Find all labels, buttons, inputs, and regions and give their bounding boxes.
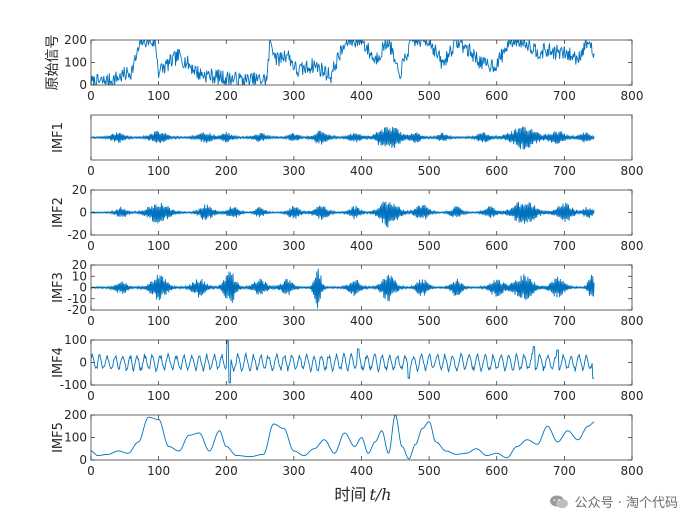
y-tick-label: 0 <box>79 206 87 220</box>
y-tick-label: -10 <box>67 292 87 306</box>
x-tick-label: 700 <box>553 89 576 103</box>
x-tick-label: 800 <box>621 464 644 478</box>
x-tick-label: 300 <box>282 89 305 103</box>
x-axis-label-text: 时间 <box>334 485 366 504</box>
y-axis-label-5: IMF4 <box>51 347 66 378</box>
y-axis-label-1: 原始信号 <box>45 35 61 91</box>
x-tick-label: 500 <box>418 389 441 403</box>
x-tick-label: 500 <box>418 314 441 328</box>
x-tick-label: 100 <box>147 239 170 253</box>
x-tick-label: 600 <box>485 389 508 403</box>
x-tick-label: 500 <box>418 464 441 478</box>
y-tick-label: 200 <box>64 33 87 47</box>
x-tick-label: 700 <box>553 389 576 403</box>
y-axis-label-6: IMF5 <box>51 422 66 453</box>
y-tick-label: -100 <box>60 378 87 392</box>
x-tick-label: 800 <box>621 89 644 103</box>
y-tick-label: 0 <box>79 356 87 370</box>
axes-box-5 <box>90 339 633 386</box>
x-axis-label: 时间 t/h <box>334 485 391 504</box>
x-tick-label: 300 <box>282 464 305 478</box>
y-axis-label-4: IMF3 <box>51 272 66 303</box>
x-tick-label: 100 <box>147 314 170 328</box>
x-tick-label: 400 <box>350 389 373 403</box>
series-line-6 <box>91 415 595 460</box>
x-tick-label: 400 <box>350 464 373 478</box>
x-tick-label: 500 <box>418 89 441 103</box>
x-tick-label: 700 <box>553 239 576 253</box>
x-tick-label: 700 <box>553 314 576 328</box>
y-tick-label: 0 <box>79 453 87 467</box>
x-tick-label: 300 <box>282 239 305 253</box>
series-line-5 <box>91 340 595 384</box>
x-tick-label: 600 <box>485 464 508 478</box>
y-tick-label: -20 <box>67 303 87 317</box>
x-tick-label: 200 <box>215 239 238 253</box>
y-tick-label: 20 <box>72 183 87 197</box>
x-tick-label: 100 <box>147 464 170 478</box>
x-tick-label: 0 <box>87 239 95 253</box>
x-tick-label: 600 <box>485 164 508 178</box>
y-tick-label: 100 <box>64 431 87 445</box>
subplot-2: 0 100 200 300 400 500 600 700 800 IMF1 <box>51 114 644 178</box>
y-axis-label-3: IMF2 <box>51 197 66 228</box>
watermark: 公众号 · 淘个代码 <box>549 492 678 511</box>
x-tick-label: 200 <box>215 164 238 178</box>
x-tick-label: 300 <box>282 164 305 178</box>
x-tick-label: 800 <box>621 164 644 178</box>
y-tick-label: 0 <box>79 78 87 92</box>
x-tick-label: 200 <box>215 314 238 328</box>
x-tick-label: 500 <box>418 239 441 253</box>
x-axis-label-variable: t/h <box>369 485 391 504</box>
y-tick-label: 100 <box>64 333 87 347</box>
x-tick-label: 400 <box>350 314 373 328</box>
x-tick-label: 200 <box>215 89 238 103</box>
y-axis-label-2: IMF1 <box>51 122 66 153</box>
x-tick-label: 400 <box>350 164 373 178</box>
series-line-2 <box>91 126 595 150</box>
x-tick-label: 0 <box>87 314 95 328</box>
x-tick-label: 800 <box>621 314 644 328</box>
series-line-1 <box>91 40 595 85</box>
x-tick-label: 400 <box>350 239 373 253</box>
y-tick-label: 10 <box>72 269 87 283</box>
series-line-4 <box>91 268 595 309</box>
x-tick-label: 300 <box>282 314 305 328</box>
x-tick-label: 100 <box>147 89 170 103</box>
wechat-icon <box>549 495 568 508</box>
x-tick-label: 500 <box>418 164 441 178</box>
x-tick-label: 600 <box>485 89 508 103</box>
y-tick-label: 0 <box>79 281 87 295</box>
y-tick-label: -20 <box>67 228 87 242</box>
x-tick-label: 600 <box>485 239 508 253</box>
y-tick-label: 200 <box>64 408 87 422</box>
x-tick-label: 800 <box>621 239 644 253</box>
x-tick-label: 200 <box>215 464 238 478</box>
x-tick-label: 800 <box>621 389 644 403</box>
x-tick-label: 700 <box>553 164 576 178</box>
x-tick-label: 0 <box>87 164 95 178</box>
x-tick-label: 100 <box>147 389 170 403</box>
x-tick-label: 400 <box>350 89 373 103</box>
y-tick-label: 20 <box>72 258 87 272</box>
x-tick-label: 100 <box>147 164 170 178</box>
x-tick-label: 0 <box>87 464 95 478</box>
x-tick-label: 300 <box>282 389 305 403</box>
x-tick-label: 0 <box>87 389 95 403</box>
x-tick-label: 200 <box>215 389 238 403</box>
y-tick-label: 100 <box>64 56 87 70</box>
x-tick-label: 0 <box>87 89 95 103</box>
x-tick-label: 700 <box>553 464 576 478</box>
series-line-3 <box>91 201 595 228</box>
x-tick-label: 600 <box>485 314 508 328</box>
watermark-text: 公众号 · 淘个代码 <box>574 496 678 511</box>
